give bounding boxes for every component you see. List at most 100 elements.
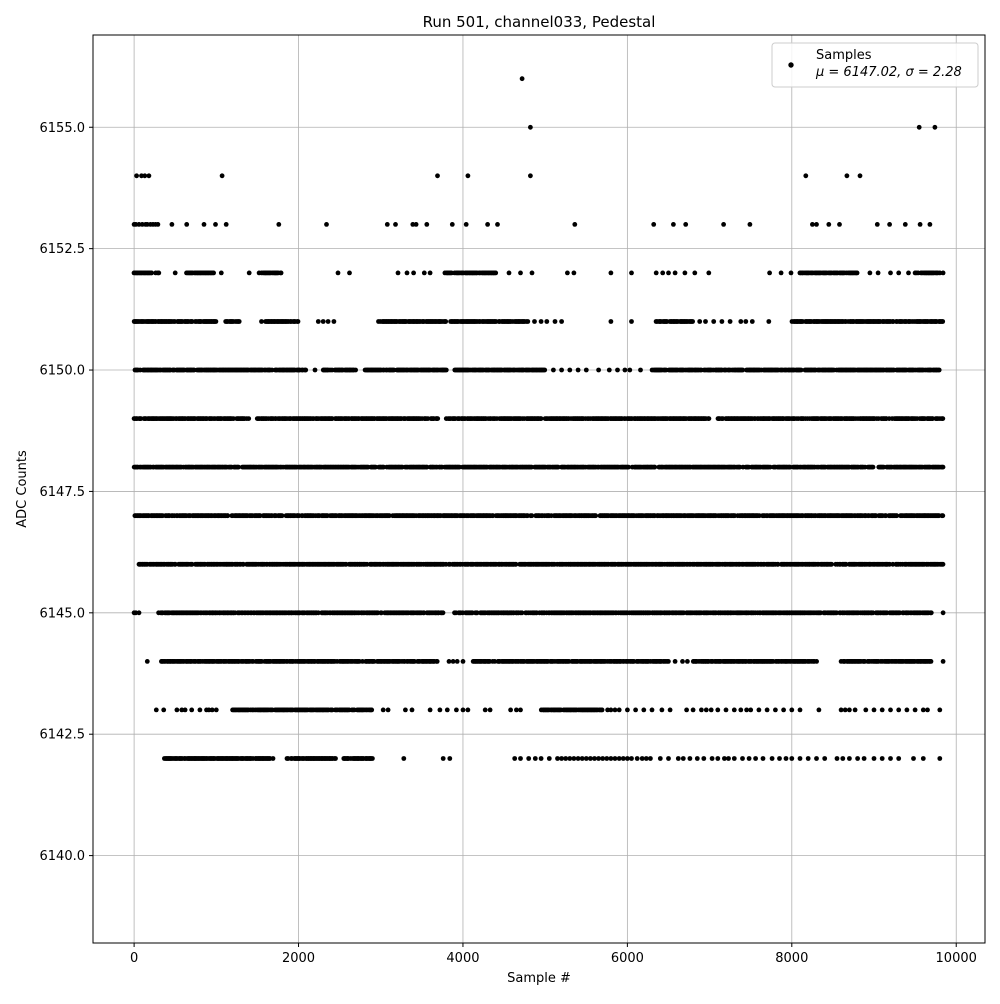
data-point bbox=[613, 756, 618, 761]
data-point bbox=[740, 756, 745, 761]
data-point bbox=[652, 465, 657, 470]
data-point bbox=[847, 708, 852, 713]
data-point bbox=[676, 756, 681, 761]
data-point bbox=[435, 416, 440, 421]
data-point bbox=[784, 756, 789, 761]
data-point bbox=[814, 756, 819, 761]
data-point bbox=[600, 756, 605, 761]
data-point bbox=[512, 756, 517, 761]
data-point bbox=[896, 708, 901, 713]
data-point bbox=[488, 708, 493, 713]
data-point bbox=[880, 708, 885, 713]
data-point bbox=[806, 756, 811, 761]
data-point bbox=[798, 756, 803, 761]
data-point bbox=[451, 659, 456, 664]
data-point bbox=[210, 708, 215, 713]
data-point bbox=[454, 708, 459, 713]
data-point bbox=[644, 756, 649, 761]
data-point bbox=[835, 756, 840, 761]
data-point bbox=[937, 756, 942, 761]
data-point bbox=[625, 756, 630, 761]
data-point bbox=[789, 708, 794, 713]
data-point bbox=[567, 756, 572, 761]
data-point bbox=[369, 708, 374, 713]
data-point bbox=[650, 708, 655, 713]
data-point bbox=[680, 659, 685, 664]
data-point bbox=[913, 708, 918, 713]
data-point bbox=[707, 416, 712, 421]
data-point bbox=[862, 756, 867, 761]
data-point bbox=[518, 756, 523, 761]
data-point bbox=[715, 756, 720, 761]
data-point bbox=[542, 368, 547, 373]
data-point bbox=[853, 708, 858, 713]
data-point bbox=[871, 465, 876, 470]
data-point bbox=[461, 659, 466, 664]
data-point bbox=[438, 708, 443, 713]
data-point bbox=[518, 708, 523, 713]
data-point bbox=[896, 756, 901, 761]
data-point bbox=[593, 513, 598, 518]
data-point bbox=[547, 756, 552, 761]
data-point bbox=[154, 708, 159, 713]
data-point bbox=[175, 708, 180, 713]
data-point bbox=[584, 756, 589, 761]
data-point bbox=[847, 756, 852, 761]
data-point bbox=[814, 659, 819, 664]
data-point bbox=[441, 756, 446, 761]
data-point bbox=[455, 659, 460, 664]
data-point bbox=[403, 708, 408, 713]
data-point bbox=[872, 708, 877, 713]
data-point bbox=[747, 756, 752, 761]
data-point bbox=[648, 756, 653, 761]
data-point bbox=[699, 708, 704, 713]
data-point bbox=[789, 756, 794, 761]
data-point bbox=[863, 708, 868, 713]
data-point bbox=[137, 610, 142, 615]
data-point bbox=[798, 708, 803, 713]
data-point bbox=[600, 708, 605, 713]
data-point bbox=[508, 708, 513, 713]
data-point bbox=[941, 610, 946, 615]
data-point bbox=[641, 708, 646, 713]
data-point bbox=[880, 756, 885, 761]
data-point bbox=[198, 708, 203, 713]
data-point bbox=[829, 562, 834, 567]
data-point bbox=[576, 756, 581, 761]
data-point bbox=[447, 756, 452, 761]
data-point bbox=[592, 756, 597, 761]
data-point bbox=[921, 708, 926, 713]
data-point bbox=[533, 756, 538, 761]
data-point bbox=[445, 708, 450, 713]
data-point bbox=[353, 368, 358, 373]
data-point bbox=[246, 416, 251, 421]
data-point bbox=[635, 756, 640, 761]
data-point bbox=[563, 756, 568, 761]
data-point bbox=[559, 756, 564, 761]
data-point bbox=[761, 756, 766, 761]
data-point bbox=[660, 708, 665, 713]
data-point bbox=[781, 708, 786, 713]
data-point bbox=[444, 368, 449, 373]
data-point bbox=[333, 756, 338, 761]
data-point bbox=[941, 659, 946, 664]
data-point bbox=[514, 708, 519, 713]
data-point bbox=[401, 756, 406, 761]
data-point bbox=[410, 708, 415, 713]
data-point bbox=[941, 465, 946, 470]
data-point bbox=[905, 708, 910, 713]
data-point bbox=[629, 756, 634, 761]
data-point bbox=[435, 659, 440, 664]
data-point bbox=[483, 708, 488, 713]
data-point bbox=[588, 756, 593, 761]
data-point bbox=[658, 756, 663, 761]
data-point bbox=[609, 756, 614, 761]
data-point bbox=[461, 708, 466, 713]
data-point bbox=[640, 756, 645, 761]
data-point bbox=[370, 756, 375, 761]
data-point bbox=[673, 659, 678, 664]
data-point bbox=[722, 756, 727, 761]
data-point bbox=[738, 708, 743, 713]
